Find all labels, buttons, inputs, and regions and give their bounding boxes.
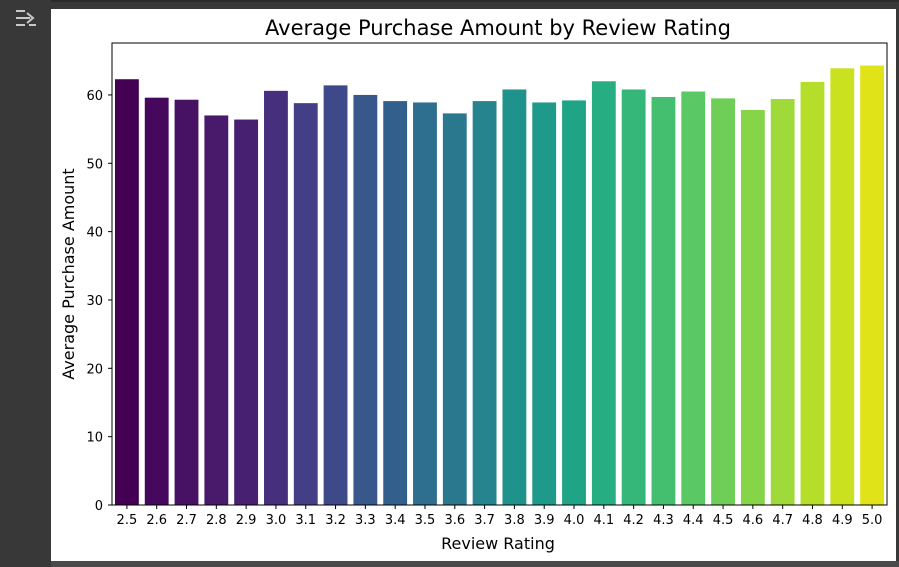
bar-3.7 [472, 101, 497, 506]
y-tick-label: 60 [86, 89, 103, 104]
x-tick-label: 4.4 [683, 513, 704, 528]
bar-4.1 [591, 81, 616, 505]
bar-3.3 [353, 94, 378, 505]
bar-2.8 [204, 115, 229, 505]
bar-3.0 [264, 90, 288, 505]
bar-3.6 [442, 113, 467, 505]
x-tick-label: 4.9 [832, 513, 853, 528]
chart-title: Average Purchase Amount by Review Rating [265, 16, 731, 40]
bar-4.3 [651, 96, 676, 506]
bar-5.0 [860, 65, 885, 505]
y-tick-label: 30 [86, 294, 103, 309]
x-tick-label: 4.0 [564, 513, 585, 528]
bar-4.4 [681, 91, 706, 505]
bar-2.9 [234, 119, 259, 506]
bar-4.6 [740, 109, 765, 506]
plot-frame [111, 42, 888, 506]
x-tick-label: 3.9 [534, 513, 555, 528]
x-tick-label: 4.5 [713, 513, 734, 528]
bar-4.7 [770, 99, 795, 506]
x-tick-label: 4.2 [623, 513, 644, 528]
bar-3.1 [293, 103, 318, 505]
x-tick-label: 3.8 [504, 513, 525, 528]
y-tick-label: 0 [95, 499, 103, 514]
x-tick-label: 4.1 [593, 513, 614, 528]
bar-3.8 [502, 89, 527, 505]
cell-output: Average Purchase Amount by Review Rating… [51, 9, 896, 561]
bar-2.7 [174, 99, 199, 505]
y-tick-label: 40 [86, 226, 103, 241]
x-tick-label: 3.0 [266, 513, 287, 528]
y-tick-label: 50 [86, 157, 103, 172]
x-tick-label: 3.7 [474, 513, 495, 528]
x-tick-label: 3.3 [355, 513, 376, 528]
bar-3.5 [413, 102, 437, 505]
bar-4.0 [562, 100, 586, 505]
x-tick-label: 2.9 [236, 513, 257, 528]
bottom-border [51, 561, 899, 567]
x-tick-label: 3.4 [385, 513, 406, 528]
bar-3.2 [323, 85, 348, 506]
x-tick-label: 4.6 [743, 513, 764, 528]
x-tick-label: 2.8 [206, 513, 227, 528]
x-tick-label: 4.3 [653, 513, 674, 528]
x-tick-label: 5.0 [862, 513, 883, 528]
cell-gutter [0, 0, 51, 567]
y-tick-label: 20 [86, 362, 103, 377]
bar-4.9 [830, 68, 855, 505]
output-settings-icon[interactable] [14, 8, 38, 28]
x-tick-label: 3.5 [415, 513, 436, 528]
top-border [0, 0, 899, 2]
x-tick-label: 3.6 [444, 513, 465, 528]
x-tick-label: 2.6 [146, 513, 167, 528]
bar-3.9 [532, 102, 557, 505]
y-axis-label: Average Purchase Amount [59, 168, 78, 379]
bar-4.8 [800, 81, 825, 505]
x-tick-label: 2.5 [117, 513, 138, 528]
x-tick-label: 3.2 [325, 513, 346, 528]
bar-chart: Average Purchase Amount by Review Rating… [59, 16, 888, 553]
y-tick-label: 10 [86, 431, 103, 446]
bar-3.4 [383, 101, 408, 506]
bar-4.2 [621, 89, 646, 505]
x-tick-label: 3.1 [295, 513, 316, 528]
bar-4.5 [711, 98, 735, 506]
bar-2.5 [114, 79, 139, 505]
x-tick-label: 4.8 [802, 513, 823, 528]
x-axis-label: Review Rating [441, 534, 555, 553]
bar-2.6 [144, 97, 169, 505]
x-tick-label: 4.7 [772, 513, 793, 528]
x-tick-label: 2.7 [176, 513, 197, 528]
